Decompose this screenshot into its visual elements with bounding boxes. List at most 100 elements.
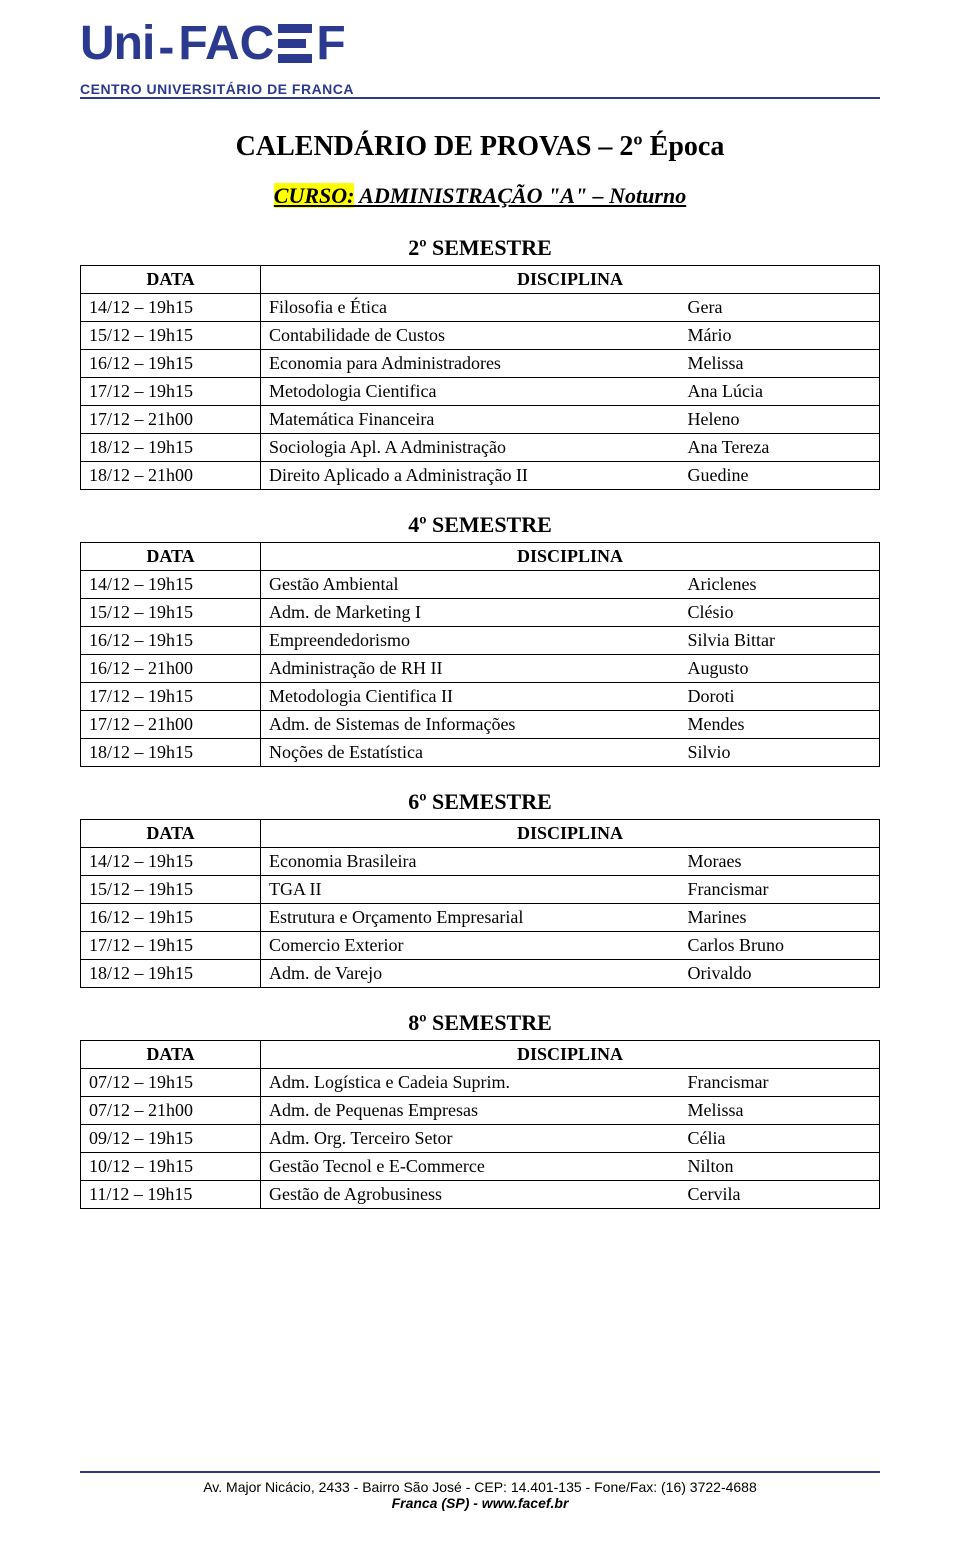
cell-disciplina: Metodologia Cientifica — [261, 378, 680, 406]
cell-data: 17/12 – 19h15 — [81, 683, 261, 711]
cell-data: 16/12 – 19h15 — [81, 904, 261, 932]
col-header-disciplina: DISCIPLINA — [261, 266, 880, 294]
col-header-data: DATA — [81, 1041, 261, 1069]
cell-disciplina: Economia Brasileira — [261, 848, 680, 876]
cell-disciplina: TGA II — [261, 876, 680, 904]
cell-professor: Orivaldo — [680, 960, 880, 988]
cell-disciplina: Adm. de Marketing I — [261, 599, 680, 627]
table-row: 15/12 – 19h15Contabilidade de CustosMári… — [81, 322, 880, 350]
col-header-disciplina: DISCIPLINA — [261, 820, 880, 848]
cell-data: 07/12 – 21h00 — [81, 1097, 261, 1125]
cell-data: 18/12 – 19h15 — [81, 739, 261, 767]
cell-professor: Melissa — [680, 350, 880, 378]
logo-e-icon — [278, 24, 312, 64]
cell-data: 16/12 – 19h15 — [81, 627, 261, 655]
schedule-table: DATADISCIPLINA14/12 – 19h15Gestão Ambien… — [80, 542, 880, 767]
table-row: 16/12 – 19h15Economia para Administrador… — [81, 350, 880, 378]
cell-professor: Doroti — [680, 683, 880, 711]
cell-professor: Nilton — [680, 1153, 880, 1181]
footer-line-2: Franca (SP) - www.facef.br — [80, 1495, 880, 1511]
cell-disciplina: Administração de RH II — [261, 655, 680, 683]
logo-uni: Uni — [80, 20, 154, 68]
curso-prefix: CURSO: — [274, 183, 355, 208]
cell-professor: Mendes — [680, 711, 880, 739]
cell-professor: Ana Tereza — [680, 434, 880, 462]
cell-disciplina: Economia para Administradores — [261, 350, 680, 378]
cell-data: 15/12 – 19h15 — [81, 876, 261, 904]
table-row: 18/12 – 21h00Direito Aplicado a Administ… — [81, 462, 880, 490]
table-row: 17/12 – 19h15Metodologia Cientifica IIDo… — [81, 683, 880, 711]
semester-title: 8º SEMESTRE — [80, 1010, 880, 1036]
cell-data: 18/12 – 21h00 — [81, 462, 261, 490]
cell-professor: Ana Lúcia — [680, 378, 880, 406]
cell-data: 14/12 – 19h15 — [81, 848, 261, 876]
cell-professor: Célia — [680, 1125, 880, 1153]
cell-data: 17/12 – 21h00 — [81, 406, 261, 434]
table-row: 14/12 – 19h15Economia BrasileiraMoraes — [81, 848, 880, 876]
cell-professor: Cervila — [680, 1181, 880, 1209]
cell-disciplina: Gestão de Agrobusiness — [261, 1181, 680, 1209]
cell-data: 14/12 – 19h15 — [81, 294, 261, 322]
cell-professor: Francismar — [680, 876, 880, 904]
cell-disciplina: Estrutura e Orçamento Empresarial — [261, 904, 680, 932]
table-row: 17/12 – 19h15Comercio ExteriorCarlos Bru… — [81, 932, 880, 960]
cell-professor: Melissa — [680, 1097, 880, 1125]
cell-professor: Clésio — [680, 599, 880, 627]
cell-professor: Moraes — [680, 848, 880, 876]
cell-disciplina: Gestão Ambiental — [261, 571, 680, 599]
cell-data: 11/12 – 19h15 — [81, 1181, 261, 1209]
cell-data: 17/12 – 21h00 — [81, 711, 261, 739]
cell-disciplina: Adm. Org. Terceiro Setor — [261, 1125, 680, 1153]
logo-block: Uni - FAC F — [80, 20, 880, 75]
table-row: 17/12 – 21h00Matemática FinanceiraHeleno — [81, 406, 880, 434]
cell-disciplina: Adm. de Pequenas Empresas — [261, 1097, 680, 1125]
curso-line: CURSO: ADMINISTRAÇÃO "A" – Noturno — [80, 183, 880, 209]
page-title: CALENDÁRIO DE PROVAS – 2º Época — [80, 131, 880, 163]
cell-data: 17/12 – 19h15 — [81, 932, 261, 960]
table-row: 18/12 – 19h15Adm. de VarejoOrivaldo — [81, 960, 880, 988]
cell-professor: Marines — [680, 904, 880, 932]
cell-disciplina: Comercio Exterior — [261, 932, 680, 960]
table-row: 15/12 – 19h15TGA IIFrancismar — [81, 876, 880, 904]
cell-professor: Guedine — [680, 462, 880, 490]
cell-disciplina: Gestão Tecnol e E-Commerce — [261, 1153, 680, 1181]
col-header-data: DATA — [81, 820, 261, 848]
col-header-disciplina: DISCIPLINA — [261, 1041, 880, 1069]
cell-disciplina: Adm. Logística e Cadeia Suprim. — [261, 1069, 680, 1097]
cell-professor: Augusto — [680, 655, 880, 683]
schedule-table: DATADISCIPLINA14/12 – 19h15Filosofia e É… — [80, 265, 880, 490]
cell-professor: Mário — [680, 322, 880, 350]
cell-disciplina: Noções de Estatística — [261, 739, 680, 767]
cell-professor: Francismar — [680, 1069, 880, 1097]
table-row: 07/12 – 19h15Adm. Logística e Cadeia Sup… — [81, 1069, 880, 1097]
cell-data: 07/12 – 19h15 — [81, 1069, 261, 1097]
table-row: 07/12 – 21h00Adm. de Pequenas EmpresasMe… — [81, 1097, 880, 1125]
cell-disciplina: Metodologia Cientifica II — [261, 683, 680, 711]
header-rule — [80, 97, 880, 99]
cell-data: 10/12 – 19h15 — [81, 1153, 261, 1181]
cell-professor: Carlos Bruno — [680, 932, 880, 960]
cell-data: 16/12 – 19h15 — [81, 350, 261, 378]
logo-dash: - — [158, 20, 174, 75]
cell-data: 15/12 – 19h15 — [81, 322, 261, 350]
table-row: 16/12 – 21h00Administração de RH IIAugus… — [81, 655, 880, 683]
logo-subtitle: CENTRO UNIVERSITÁRIO DE FRANCA — [80, 81, 880, 97]
cell-data: 09/12 – 19h15 — [81, 1125, 261, 1153]
table-row: 18/12 – 19h15Noções de EstatísticaSilvio — [81, 739, 880, 767]
cell-data: 14/12 – 19h15 — [81, 571, 261, 599]
cell-data: 17/12 – 19h15 — [81, 378, 261, 406]
cell-professor: Heleno — [680, 406, 880, 434]
page-footer: Av. Major Nicácio, 2433 - Bairro São Jos… — [80, 1471, 880, 1511]
table-row: 10/12 – 19h15Gestão Tecnol e E-CommerceN… — [81, 1153, 880, 1181]
col-header-data: DATA — [81, 543, 261, 571]
cell-disciplina: Contabilidade de Custos — [261, 322, 680, 350]
logo-fac: FAC — [178, 20, 274, 68]
cell-data: 18/12 – 19h15 — [81, 434, 261, 462]
col-header-data: DATA — [81, 266, 261, 294]
logo-f: F — [316, 20, 345, 68]
cell-professor: Silvia Bittar — [680, 627, 880, 655]
semester-title: 2º SEMESTRE — [80, 235, 880, 261]
curso-name: ADMINISTRAÇÃO "A" – Noturno — [354, 183, 686, 208]
schedule-table: DATADISCIPLINA07/12 – 19h15Adm. Logístic… — [80, 1040, 880, 1209]
semesters-container: 2º SEMESTRE DATADISCIPLINA14/12 – 19h15Fi… — [80, 235, 880, 1209]
